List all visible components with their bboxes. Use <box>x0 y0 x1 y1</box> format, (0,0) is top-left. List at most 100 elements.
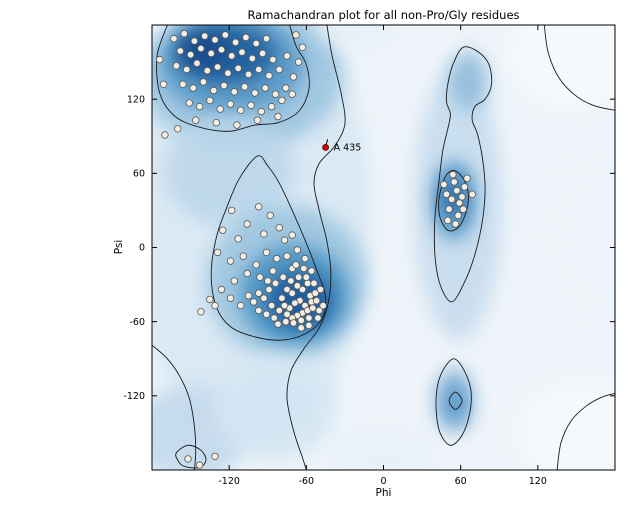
residue-point <box>236 106 245 114</box>
residue-point <box>311 289 319 297</box>
residue-point <box>231 38 240 46</box>
residue-point <box>298 285 307 294</box>
residue-point <box>459 205 467 213</box>
contour-path <box>556 392 615 470</box>
residue-point <box>298 43 307 51</box>
residue-point <box>316 285 325 294</box>
residue-point <box>244 70 253 79</box>
residue-point <box>193 59 201 67</box>
residue-point <box>247 101 255 109</box>
contour-path <box>543 25 615 111</box>
residue-point <box>256 273 264 281</box>
residue-point <box>239 252 247 260</box>
y-tick-label: -60 <box>129 317 145 328</box>
residue-point <box>218 226 227 234</box>
residue-point <box>269 55 277 64</box>
residue-point <box>297 324 305 332</box>
residue-point <box>283 52 291 60</box>
residue-point <box>159 80 168 88</box>
x-tick-label: -60 <box>299 476 315 487</box>
residue-point <box>266 211 274 220</box>
residue-point <box>269 267 277 275</box>
residue-point <box>248 54 256 63</box>
residue-point <box>282 318 290 326</box>
contour-path <box>175 444 207 469</box>
density-blob <box>449 50 488 111</box>
residue-point <box>195 102 204 111</box>
residue-point <box>251 89 259 97</box>
residue-point <box>444 216 452 224</box>
residue-point <box>252 39 260 48</box>
density-blob <box>319 25 397 50</box>
residue-point <box>212 118 221 127</box>
residue-point <box>315 306 323 315</box>
highlight-tick <box>325 139 329 146</box>
residue-point <box>267 301 276 310</box>
residue-point <box>206 96 214 105</box>
residue-point <box>217 46 226 54</box>
residue-point <box>236 301 245 310</box>
residue-point <box>234 235 242 243</box>
y-tick-label: 120 <box>127 94 145 105</box>
residue-point <box>174 125 182 133</box>
residue-point <box>230 88 238 96</box>
residue-point <box>310 279 318 287</box>
highlight-label: A 435 <box>334 142 362 153</box>
residue-point <box>265 72 273 80</box>
residue-point <box>183 65 191 74</box>
residue-point <box>271 279 280 287</box>
residue-point <box>161 131 169 139</box>
axis-ticks: -120 -60 0 60 120 -120 -60 0 60 120 <box>123 25 615 487</box>
residue-point <box>274 320 282 328</box>
residue-point <box>211 36 219 44</box>
residue-point <box>203 67 211 75</box>
residue-point <box>297 316 305 325</box>
residue-point <box>293 282 301 290</box>
residue-point <box>216 105 224 113</box>
residue-point <box>301 254 309 263</box>
residue-point <box>265 285 273 294</box>
residue-point <box>275 306 283 315</box>
residue-point <box>278 96 286 105</box>
residue-point <box>180 29 188 38</box>
residue-point <box>262 34 271 43</box>
residue-point <box>448 195 456 203</box>
residue-point <box>307 267 316 275</box>
residue-point <box>463 174 471 182</box>
residue-point <box>451 220 460 228</box>
residue-point <box>233 121 241 129</box>
residue-point <box>454 211 462 220</box>
x-tick-label: 120 <box>529 476 547 487</box>
contour-path <box>448 391 463 410</box>
residue-point <box>292 261 300 269</box>
residue-point <box>283 285 291 294</box>
x-tick-label: 60 <box>455 476 467 487</box>
residue-point <box>234 64 242 72</box>
residue-point <box>287 277 295 285</box>
residue-point <box>275 65 283 74</box>
residue-point <box>289 319 298 327</box>
residue-point <box>283 252 291 260</box>
residue-point <box>244 292 253 300</box>
residue-point <box>238 48 246 56</box>
residue-point <box>288 289 296 297</box>
y-tick-label: 0 <box>139 243 145 254</box>
residue-point <box>262 310 271 318</box>
x-axis-label: Phi <box>375 487 392 499</box>
residue-point <box>262 248 271 257</box>
density-blob <box>212 356 336 461</box>
residue-point <box>309 304 317 312</box>
residue-point <box>305 321 313 330</box>
residue-point <box>319 301 327 310</box>
residue-point <box>210 86 218 95</box>
residue-point <box>172 62 181 70</box>
residue-point <box>195 461 204 469</box>
residue-point <box>226 294 235 302</box>
residue-point <box>211 452 219 461</box>
residue-point <box>254 289 263 297</box>
residue-point <box>449 170 457 179</box>
residue-point <box>186 51 195 59</box>
scatter-points <box>155 29 476 469</box>
residue-point <box>305 314 313 322</box>
residue-point <box>155 55 164 64</box>
